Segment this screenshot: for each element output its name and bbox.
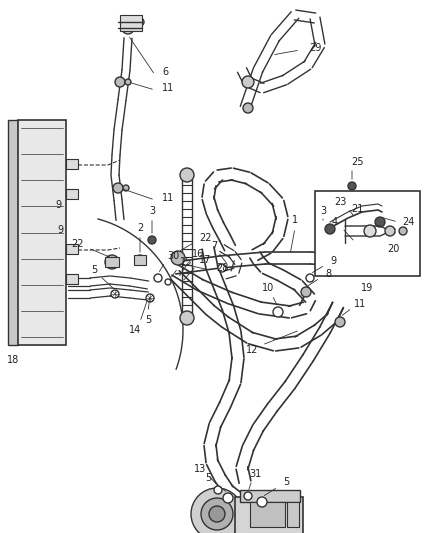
- Text: 5: 5: [283, 477, 289, 487]
- Circle shape: [111, 290, 119, 298]
- Circle shape: [209, 506, 225, 522]
- Text: 28: 28: [216, 263, 228, 273]
- Circle shape: [244, 492, 252, 500]
- Bar: [66, 189, 78, 199]
- Circle shape: [191, 488, 243, 533]
- Circle shape: [122, 22, 134, 34]
- Text: 11: 11: [162, 83, 174, 93]
- Circle shape: [306, 274, 314, 282]
- Text: 9: 9: [57, 225, 63, 235]
- Text: 9: 9: [330, 256, 336, 266]
- Bar: [120, 15, 142, 31]
- Circle shape: [364, 225, 376, 237]
- Circle shape: [154, 274, 162, 282]
- Text: 15: 15: [180, 257, 192, 267]
- Circle shape: [273, 307, 283, 317]
- Text: 5: 5: [145, 315, 151, 325]
- Bar: [134, 255, 146, 265]
- Bar: [240, 490, 300, 502]
- Bar: [66, 244, 78, 254]
- Circle shape: [223, 493, 233, 503]
- Circle shape: [171, 251, 185, 265]
- Text: 2: 2: [137, 223, 143, 233]
- Circle shape: [165, 279, 171, 285]
- Circle shape: [218, 264, 226, 272]
- Text: 22: 22: [72, 239, 84, 249]
- Text: 17: 17: [199, 255, 211, 265]
- Text: 1: 1: [292, 215, 298, 225]
- Bar: [66, 159, 78, 169]
- Circle shape: [135, 255, 145, 265]
- Text: 7: 7: [211, 241, 217, 251]
- Text: 3: 3: [149, 206, 155, 216]
- Bar: [250, 502, 285, 527]
- Circle shape: [335, 317, 345, 327]
- Circle shape: [243, 103, 253, 113]
- Circle shape: [136, 18, 144, 26]
- Circle shape: [105, 255, 119, 269]
- Text: 30: 30: [167, 251, 179, 261]
- Text: 11: 11: [354, 299, 366, 309]
- Circle shape: [146, 294, 154, 302]
- Circle shape: [201, 498, 233, 530]
- Bar: [105, 257, 119, 267]
- Bar: [18, 120, 66, 345]
- Text: 5: 5: [91, 265, 97, 275]
- Text: 20: 20: [387, 244, 399, 254]
- Circle shape: [348, 182, 356, 190]
- Text: 13: 13: [194, 464, 206, 474]
- Text: 10: 10: [262, 283, 274, 293]
- Circle shape: [113, 183, 123, 193]
- Circle shape: [325, 224, 335, 234]
- Text: 16: 16: [192, 249, 204, 259]
- Text: 11: 11: [162, 193, 174, 203]
- Circle shape: [115, 77, 125, 87]
- Circle shape: [125, 79, 131, 85]
- Text: 18: 18: [7, 355, 19, 365]
- Circle shape: [385, 226, 395, 236]
- Bar: [287, 502, 299, 527]
- Text: 21: 21: [351, 204, 363, 214]
- Text: 14: 14: [129, 325, 141, 335]
- Circle shape: [257, 497, 267, 507]
- Text: 6: 6: [162, 67, 168, 77]
- Text: 25: 25: [352, 157, 364, 167]
- Circle shape: [214, 486, 222, 494]
- Text: 9: 9: [55, 200, 61, 210]
- Circle shape: [301, 287, 311, 297]
- Circle shape: [180, 311, 194, 325]
- Text: 4: 4: [332, 217, 338, 227]
- Text: 8: 8: [325, 269, 331, 279]
- Bar: [8, 120, 18, 345]
- Circle shape: [375, 217, 385, 227]
- Circle shape: [123, 185, 129, 191]
- Circle shape: [148, 236, 156, 244]
- Text: 29: 29: [309, 43, 321, 53]
- Bar: [235, 497, 303, 533]
- Text: 24: 24: [402, 217, 414, 227]
- Text: 12: 12: [246, 345, 258, 355]
- Text: 3: 3: [320, 206, 326, 216]
- Text: 23: 23: [334, 197, 346, 207]
- Bar: [315, 191, 420, 276]
- Circle shape: [242, 76, 254, 88]
- Bar: [66, 274, 78, 284]
- Text: 5: 5: [205, 473, 211, 483]
- Text: 31: 31: [249, 469, 261, 479]
- Text: 22: 22: [199, 233, 211, 243]
- Circle shape: [180, 168, 194, 182]
- Text: 19: 19: [361, 283, 373, 293]
- Circle shape: [399, 227, 407, 235]
